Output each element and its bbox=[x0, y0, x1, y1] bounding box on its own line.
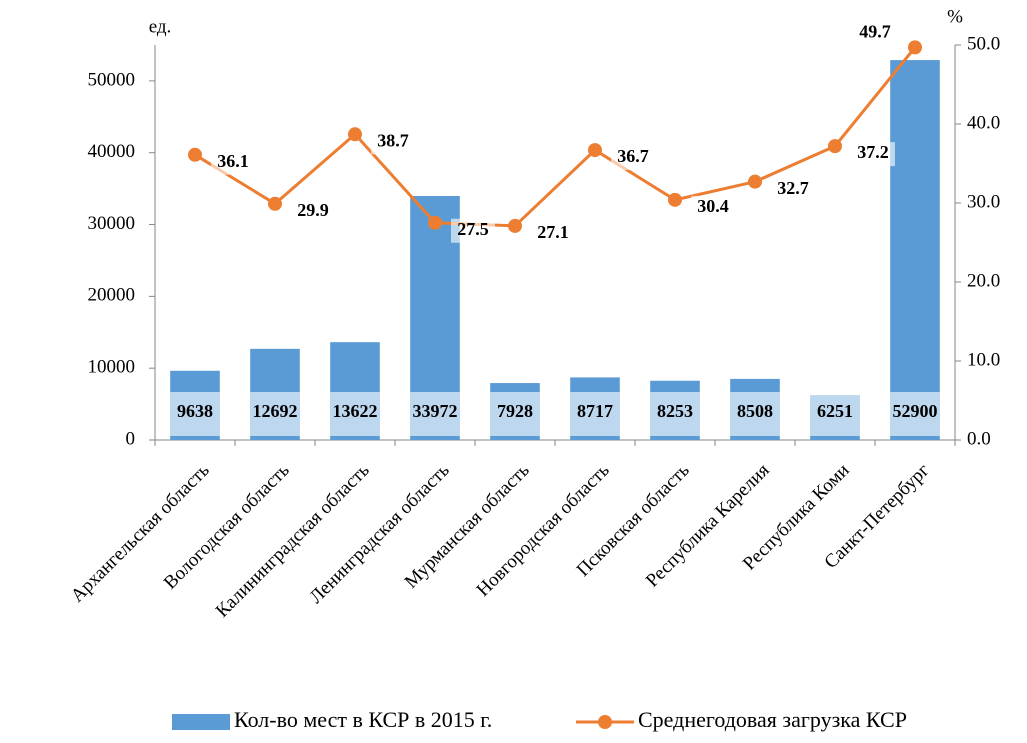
data-label-bg bbox=[490, 392, 540, 436]
y-tick-label: 0 bbox=[126, 428, 136, 449]
legend-swatch bbox=[172, 714, 230, 730]
y-tick-label: 30000 bbox=[88, 213, 136, 234]
x-tick-label: Новгородская область bbox=[473, 460, 614, 601]
data-label-bg bbox=[851, 142, 895, 167]
line-marker bbox=[908, 40, 922, 55]
legend-label: Среднегодовая загрузка КСР bbox=[638, 707, 907, 732]
x-tick-label: Архангельская область bbox=[67, 460, 214, 607]
y-tick-label: 20000 bbox=[88, 285, 136, 306]
data-label: 9638 bbox=[177, 401, 213, 421]
line-marker bbox=[748, 174, 762, 189]
data-label-bg bbox=[410, 392, 460, 436]
data-label: 38.7 bbox=[377, 130, 409, 150]
data-label: 30.4 bbox=[697, 196, 729, 216]
y2-tick-label: 10.0 bbox=[967, 349, 1000, 370]
data-label: 13622 bbox=[333, 401, 378, 421]
data-label-bg bbox=[371, 130, 415, 155]
data-label-bg bbox=[771, 177, 815, 202]
legend-label: Кол-во мест в КСР в 2015 г. bbox=[234, 707, 492, 732]
y2-tick-label: 20.0 bbox=[967, 270, 1000, 291]
y2-axis-label: % bbox=[947, 6, 963, 27]
y-tick-label: 10000 bbox=[88, 357, 136, 378]
data-label: 52900 bbox=[893, 401, 938, 421]
data-label-bg bbox=[853, 21, 897, 46]
y2-tick-label: 0.0 bbox=[967, 428, 991, 449]
line-marker bbox=[508, 218, 522, 233]
y2-tick-label: 40.0 bbox=[967, 112, 1000, 133]
bar bbox=[890, 60, 940, 440]
y-tick-label: 40000 bbox=[88, 141, 136, 162]
data-label: 36.1 bbox=[217, 151, 249, 171]
data-label-bg bbox=[691, 195, 735, 220]
data-label-bg bbox=[330, 392, 380, 436]
data-label-bg bbox=[810, 392, 860, 436]
data-label-bg bbox=[611, 146, 655, 171]
line-marker bbox=[428, 215, 442, 230]
data-label-bg bbox=[170, 392, 220, 436]
data-label: 27.1 bbox=[537, 222, 569, 242]
data-label: 8508 bbox=[737, 401, 773, 421]
data-label: 32.7 bbox=[777, 178, 809, 198]
y2-tick-label: 50.0 bbox=[967, 33, 1000, 54]
data-label-bg bbox=[650, 392, 700, 436]
data-label-bg bbox=[890, 392, 940, 436]
line bbox=[194, 46, 917, 228]
y-axis-label: ед. bbox=[149, 16, 172, 37]
x-tick-label: Ленинградская область bbox=[306, 460, 454, 608]
data-label-bg bbox=[531, 221, 575, 246]
data-label: 7928 bbox=[497, 401, 533, 421]
line-marker bbox=[668, 192, 682, 207]
line-marker bbox=[348, 127, 362, 142]
data-label: 33972 bbox=[413, 401, 458, 421]
data-label: 27.5 bbox=[457, 219, 489, 239]
line-marker bbox=[268, 196, 282, 211]
data-label-bg bbox=[250, 392, 300, 436]
line-marker bbox=[188, 147, 202, 162]
data-label: 36.7 bbox=[617, 146, 649, 166]
data-label-bg bbox=[211, 150, 255, 175]
line-marker bbox=[828, 139, 842, 154]
data-label: 29.9 bbox=[297, 200, 329, 220]
data-label: 6251 bbox=[817, 401, 853, 421]
data-label: 8717 bbox=[577, 401, 613, 421]
legend-marker bbox=[598, 715, 612, 729]
y2-tick-label: 30.0 bbox=[967, 191, 1000, 212]
data-label: 37.2 bbox=[857, 142, 889, 162]
x-tick-label: Калининградская область bbox=[212, 460, 374, 622]
data-label-bg bbox=[730, 392, 780, 436]
data-label: 8253 bbox=[657, 401, 693, 421]
y-tick-label: 50000 bbox=[88, 69, 136, 90]
data-label-bg bbox=[451, 218, 495, 243]
data-label: 49.7 bbox=[859, 21, 891, 41]
data-label-bg bbox=[570, 392, 620, 436]
data-label: 12692 bbox=[253, 401, 298, 421]
line-marker bbox=[588, 143, 602, 158]
data-label-bg bbox=[291, 199, 335, 224]
